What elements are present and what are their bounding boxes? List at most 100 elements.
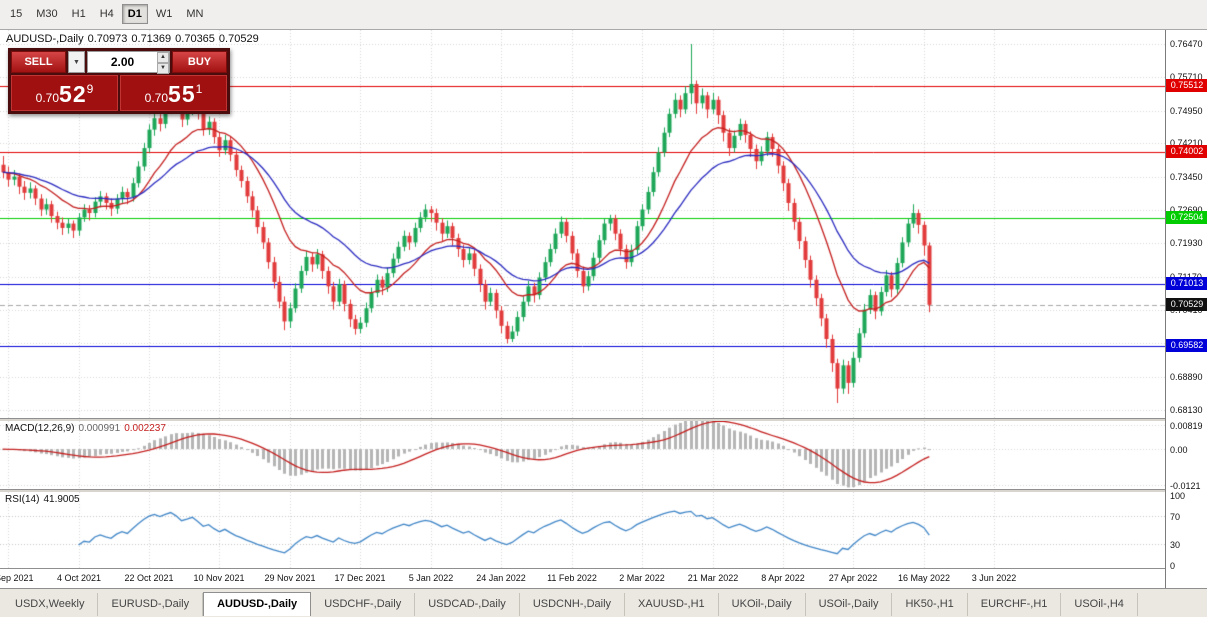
price-tick-label: 0.74210 <box>1170 138 1203 148</box>
chart-tab-hk50-h1[interactable]: HK50-,H1 <box>892 593 968 616</box>
volume-input[interactable] <box>88 52 169 72</box>
timeframe-button-m30[interactable]: M30 <box>36 8 58 20</box>
chart-tab-usdcnh-daily[interactable]: USDCNH-,Daily <box>520 593 626 616</box>
price-tick-label: 0.74950 <box>1170 106 1203 116</box>
volume-dropdown[interactable]: ▼ <box>68 51 85 73</box>
macd-label: MACD(12,26,9) 0.000991 0.002237 <box>5 423 170 434</box>
rsi-axis-label: 100 <box>1170 491 1186 501</box>
rsi-indicator-pane[interactable]: RSI(14) 41.9005 <box>0 492 1165 568</box>
buy-price-box[interactable]: 0.70551 <box>120 75 227 111</box>
time-tick-label: 11 Feb 2022 <box>547 573 597 583</box>
chevron-down-icon: ▼ <box>73 58 80 66</box>
time-tick-label: 27 Apr 2022 <box>828 573 878 583</box>
macd-indicator-pane[interactable]: MACD(12,26,9) 0.000991 0.002237 <box>0 421 1165 489</box>
macd-axis-label: -0.0121 <box>1170 481 1201 491</box>
sell-price-big: 52 <box>59 81 87 107</box>
time-tick-label: 8 Apr 2022 <box>761 573 805 583</box>
volume-increase-button[interactable]: ▲ <box>157 52 169 63</box>
macd-canvas[interactable] <box>0 421 1165 489</box>
time-tick-label: 29 Nov 2021 <box>264 573 316 583</box>
timeframe-button-h4[interactable]: H4 <box>99 8 114 20</box>
buy-price-big: 55 <box>168 81 196 107</box>
chart-tab-ukoil-daily[interactable]: UKOil-,Daily <box>719 593 806 616</box>
chart-window: AUDUSD-,Daily 0.70973 0.71369 0.70365 0.7052… <box>0 30 1207 588</box>
time-tick-label: 10 Nov 2021 <box>193 573 245 583</box>
macd-name: MACD(12,26,9) <box>5 423 75 434</box>
time-tick-label: 3 Jun 2022 <box>971 573 1017 583</box>
sell-price-box[interactable]: 0.70529 <box>11 75 118 111</box>
timeframe-button-15[interactable]: 15 <box>10 8 23 20</box>
time-tick-label: 2 Mar 2022 <box>619 573 665 583</box>
chart-tab-usoil-daily[interactable]: USOil-,Daily <box>806 593 893 616</box>
price-axis[interactable]: 0.76470 0.75710 0.74950 0.74210 0.73450 0.726… <box>1165 30 1207 588</box>
timeframe-button-h1[interactable]: H1 <box>71 8 86 20</box>
time-tick-label: 17 Dec 2021 <box>334 573 386 583</box>
volume-field-wrap: ▲ ▼ <box>87 51 170 74</box>
chart-symbol: AUDUSD-,Daily <box>6 33 84 45</box>
chart-tab-audusd-daily[interactable]: AUDUSD-,Daily <box>203 592 312 616</box>
time-tick-label: 5 Jan 2022 <box>408 573 454 583</box>
chart-tab-usdchf-daily[interactable]: USDCHF-,Daily <box>311 593 416 616</box>
current-price-label: 0.70529 <box>1166 298 1207 311</box>
chart-tab-eurusd-daily[interactable]: EURUSD-,Daily <box>98 593 204 616</box>
price-line-label: 0.72504 <box>1166 211 1207 224</box>
price-tick-label: 0.71930 <box>1170 238 1203 248</box>
price-tick-label: 0.76470 <box>1170 39 1203 49</box>
pane-splitter-rsi[interactable] <box>0 489 1207 492</box>
price-tick-label: 0.68130 <box>1170 405 1203 415</box>
volume-spinner: ▲ ▼ <box>157 52 169 74</box>
chart-tab-bar: USDX,Weekly EURUSD-,Daily AUDUSD-,Daily USD… <box>0 588 1207 617</box>
rsi-canvas[interactable] <box>0 492 1165 568</box>
ohlc-high: 0.71369 <box>131 33 172 45</box>
sell-price-prefix: 0.70 <box>35 91 60 105</box>
time-tick-label: 22 Oct 2021 <box>124 573 174 583</box>
macd-signal-value: 0.002237 <box>124 423 166 434</box>
chart-tab-usdcad-daily[interactable]: USDCAD-,Daily <box>415 593 520 616</box>
rsi-label: RSI(14) 41.9005 <box>5 494 84 505</box>
ohlc-close: 0.70529 <box>218 33 259 45</box>
pane-splitter-macd[interactable] <box>0 418 1207 421</box>
time-tick-label: 24 Jan 2022 <box>476 573 526 583</box>
macd-axis-label: 0.00 <box>1170 445 1188 455</box>
rsi-axis-label: 0 <box>1170 561 1176 571</box>
timeframe-button-w1[interactable]: W1 <box>155 8 173 20</box>
main-chart-pane[interactable]: AUDUSD-,Daily 0.70973 0.71369 0.70365 0.7052… <box>0 30 1165 418</box>
buy-price-sup: 1 <box>195 82 203 96</box>
price-tick-label: 0.75710 <box>1170 72 1203 82</box>
timeframe-button-mn[interactable]: MN <box>186 8 204 20</box>
time-tick-label: 4 Oct 2021 <box>56 573 102 583</box>
price-tick-label: 0.68890 <box>1170 372 1203 382</box>
price-line-label: 0.75512 <box>1166 79 1207 92</box>
rsi-value: 41.9005 <box>43 494 80 505</box>
rsi-axis-label: 70 <box>1170 512 1181 522</box>
rsi-axis-label: 30 <box>1170 540 1181 550</box>
chart-tab-usoil-h4[interactable]: USOil-,H4 <box>1061 593 1138 616</box>
macd-main-value: 0.000991 <box>78 423 121 434</box>
time-tick-label: 16 May 2022 <box>897 573 951 583</box>
timeframe-button-d1[interactable]: D1 <box>121 4 148 24</box>
ohlc-open: 0.70973 <box>87 33 128 45</box>
time-tick-label: 21 Mar 2022 <box>687 573 739 583</box>
macd-axis-label: 0.00819 <box>1170 421 1203 431</box>
rsi-name: RSI(14) <box>5 494 40 505</box>
price-tick-label: 0.72690 <box>1170 205 1203 215</box>
sell-button[interactable]: SELL <box>11 51 66 73</box>
sell-price-sup: 9 <box>86 82 94 96</box>
volume-decrease-button[interactable]: ▼ <box>157 63 169 74</box>
chart-tab-usdx-weekly[interactable]: USDX,Weekly <box>2 593 99 616</box>
chart-ohlc-title: AUDUSD-,Daily 0.70973 0.71369 0.70365 0.7052… <box>6 33 263 45</box>
buy-price-prefix: 0.70 <box>144 91 169 105</box>
buy-button[interactable]: BUY <box>172 51 227 73</box>
time-tick-label: 15 Sep 2021 <box>0 573 34 583</box>
price-line-label: 0.74002 <box>1166 145 1207 158</box>
chart-tab-xauusd-h1[interactable]: XAUUSD-,H1 <box>625 593 719 616</box>
price-line-label: 0.71013 <box>1166 277 1207 290</box>
one-click-trade-panel: SELL ▼ ▲ ▼ BUY 0.70529 0.70551 <box>8 48 230 114</box>
ohlc-low: 0.70365 <box>175 33 215 45</box>
time-axis[interactable]: 15 Sep 2021 4 Oct 2021 22 Oct 2021 10 Nov 2… <box>0 568 1165 588</box>
timeframe-toolbar: 15 M30 H1 H4 D1 W1 MN <box>0 0 1207 30</box>
price-tick-label: 0.73450 <box>1170 172 1203 182</box>
chart-tab-eurchf-h1[interactable]: EURCHF-,H1 <box>968 593 1062 616</box>
price-line-label: 0.69582 <box>1166 339 1207 352</box>
